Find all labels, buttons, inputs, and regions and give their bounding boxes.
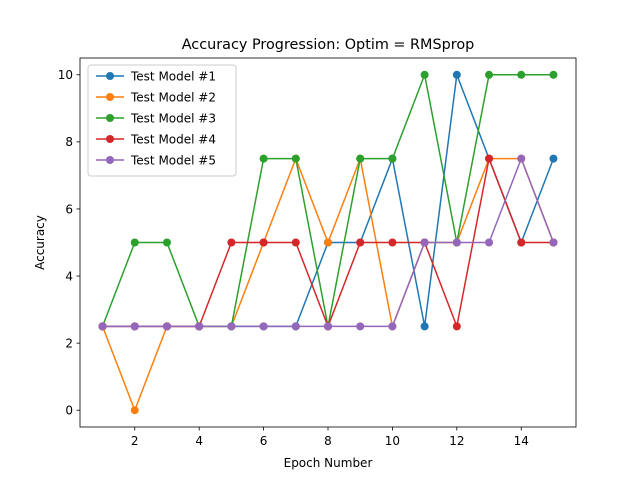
data-point (485, 154, 494, 163)
x-tick-label: 12 (449, 434, 464, 448)
data-point (549, 70, 558, 79)
y-tick-label: 4 (65, 269, 73, 283)
legend-box (87, 64, 237, 177)
data-point (420, 70, 429, 79)
data-point (162, 322, 171, 331)
data-point (356, 238, 365, 247)
data-point (324, 238, 332, 247)
legend-label: Test Model #2 (130, 90, 216, 104)
data-point (291, 238, 300, 247)
legend-item: Test Model #3 (96, 111, 216, 125)
data-point (549, 154, 558, 163)
data-point (549, 238, 558, 247)
y-tick-label: 2 (65, 336, 73, 350)
data-point (452, 238, 461, 247)
data-point (259, 154, 268, 163)
legend-item: Test Model #2 (96, 90, 216, 104)
x-tick-label: 4 (195, 434, 203, 448)
data-point (227, 322, 236, 331)
x-tick-label: 2 (131, 434, 139, 448)
data-point (227, 238, 236, 247)
data-point (130, 238, 139, 247)
data-point (195, 322, 204, 331)
legend-swatch-marker (106, 135, 114, 143)
y-tick-label: 10 (58, 68, 73, 82)
legend-label: Test Model #1 (130, 69, 216, 83)
y-axis-label: Accuracy (33, 215, 47, 270)
legend-item: Test Model #5 (96, 153, 216, 167)
data-point (517, 70, 526, 79)
x-tick-label: 14 (514, 434, 529, 448)
data-point (356, 322, 365, 331)
axis-ticks: 2 4 6 8 10 12 14 0 2 4 6 8 10 (58, 68, 529, 448)
data-point (485, 70, 494, 79)
legend-label: Test Model #3 (130, 111, 216, 125)
data-point (517, 154, 526, 163)
data-point (259, 238, 268, 247)
x-tick-label: 8 (324, 434, 332, 448)
data-point (324, 322, 332, 331)
x-tick-label: 6 (260, 434, 268, 448)
data-point (420, 322, 429, 331)
series-5 (98, 154, 558, 331)
data-point (162, 238, 171, 247)
data-point (388, 238, 397, 247)
legend-swatch-marker (106, 93, 114, 101)
data-point (130, 406, 139, 415)
data-point (517, 238, 526, 247)
data-point (452, 70, 461, 79)
legend-swatch-marker (106, 156, 114, 164)
legend-label: Test Model #5 (130, 153, 216, 167)
data-point (388, 154, 397, 163)
data-point (291, 322, 300, 331)
legend: Test Model #1 Test Model #2 Test Model #3 T… (87, 64, 237, 177)
data-point (485, 238, 494, 247)
data-point (452, 322, 461, 331)
legend-label: Test Model #4 (130, 132, 216, 146)
legend-swatch-marker (106, 72, 114, 80)
data-point (259, 322, 268, 331)
legend-item: Test Model #1 (96, 69, 216, 83)
data-point (291, 154, 300, 163)
data-point (356, 154, 365, 163)
y-tick-label: 0 (65, 404, 73, 418)
y-tick-label: 6 (65, 202, 73, 216)
data-point (388, 322, 397, 331)
legend-item: Test Model #4 (96, 132, 216, 146)
data-point (98, 322, 107, 331)
x-tick-label: 10 (385, 434, 400, 448)
chart-title: Accuracy Progression: Optim = RMSprop (182, 37, 475, 53)
data-point (130, 322, 139, 331)
legend-swatch-marker (106, 114, 114, 122)
axes-frame (79, 57, 577, 428)
data-point (420, 238, 429, 247)
plot-area (98, 70, 558, 415)
x-axis-label: Epoch Number (284, 456, 373, 470)
y-tick-label: 8 (65, 135, 73, 149)
